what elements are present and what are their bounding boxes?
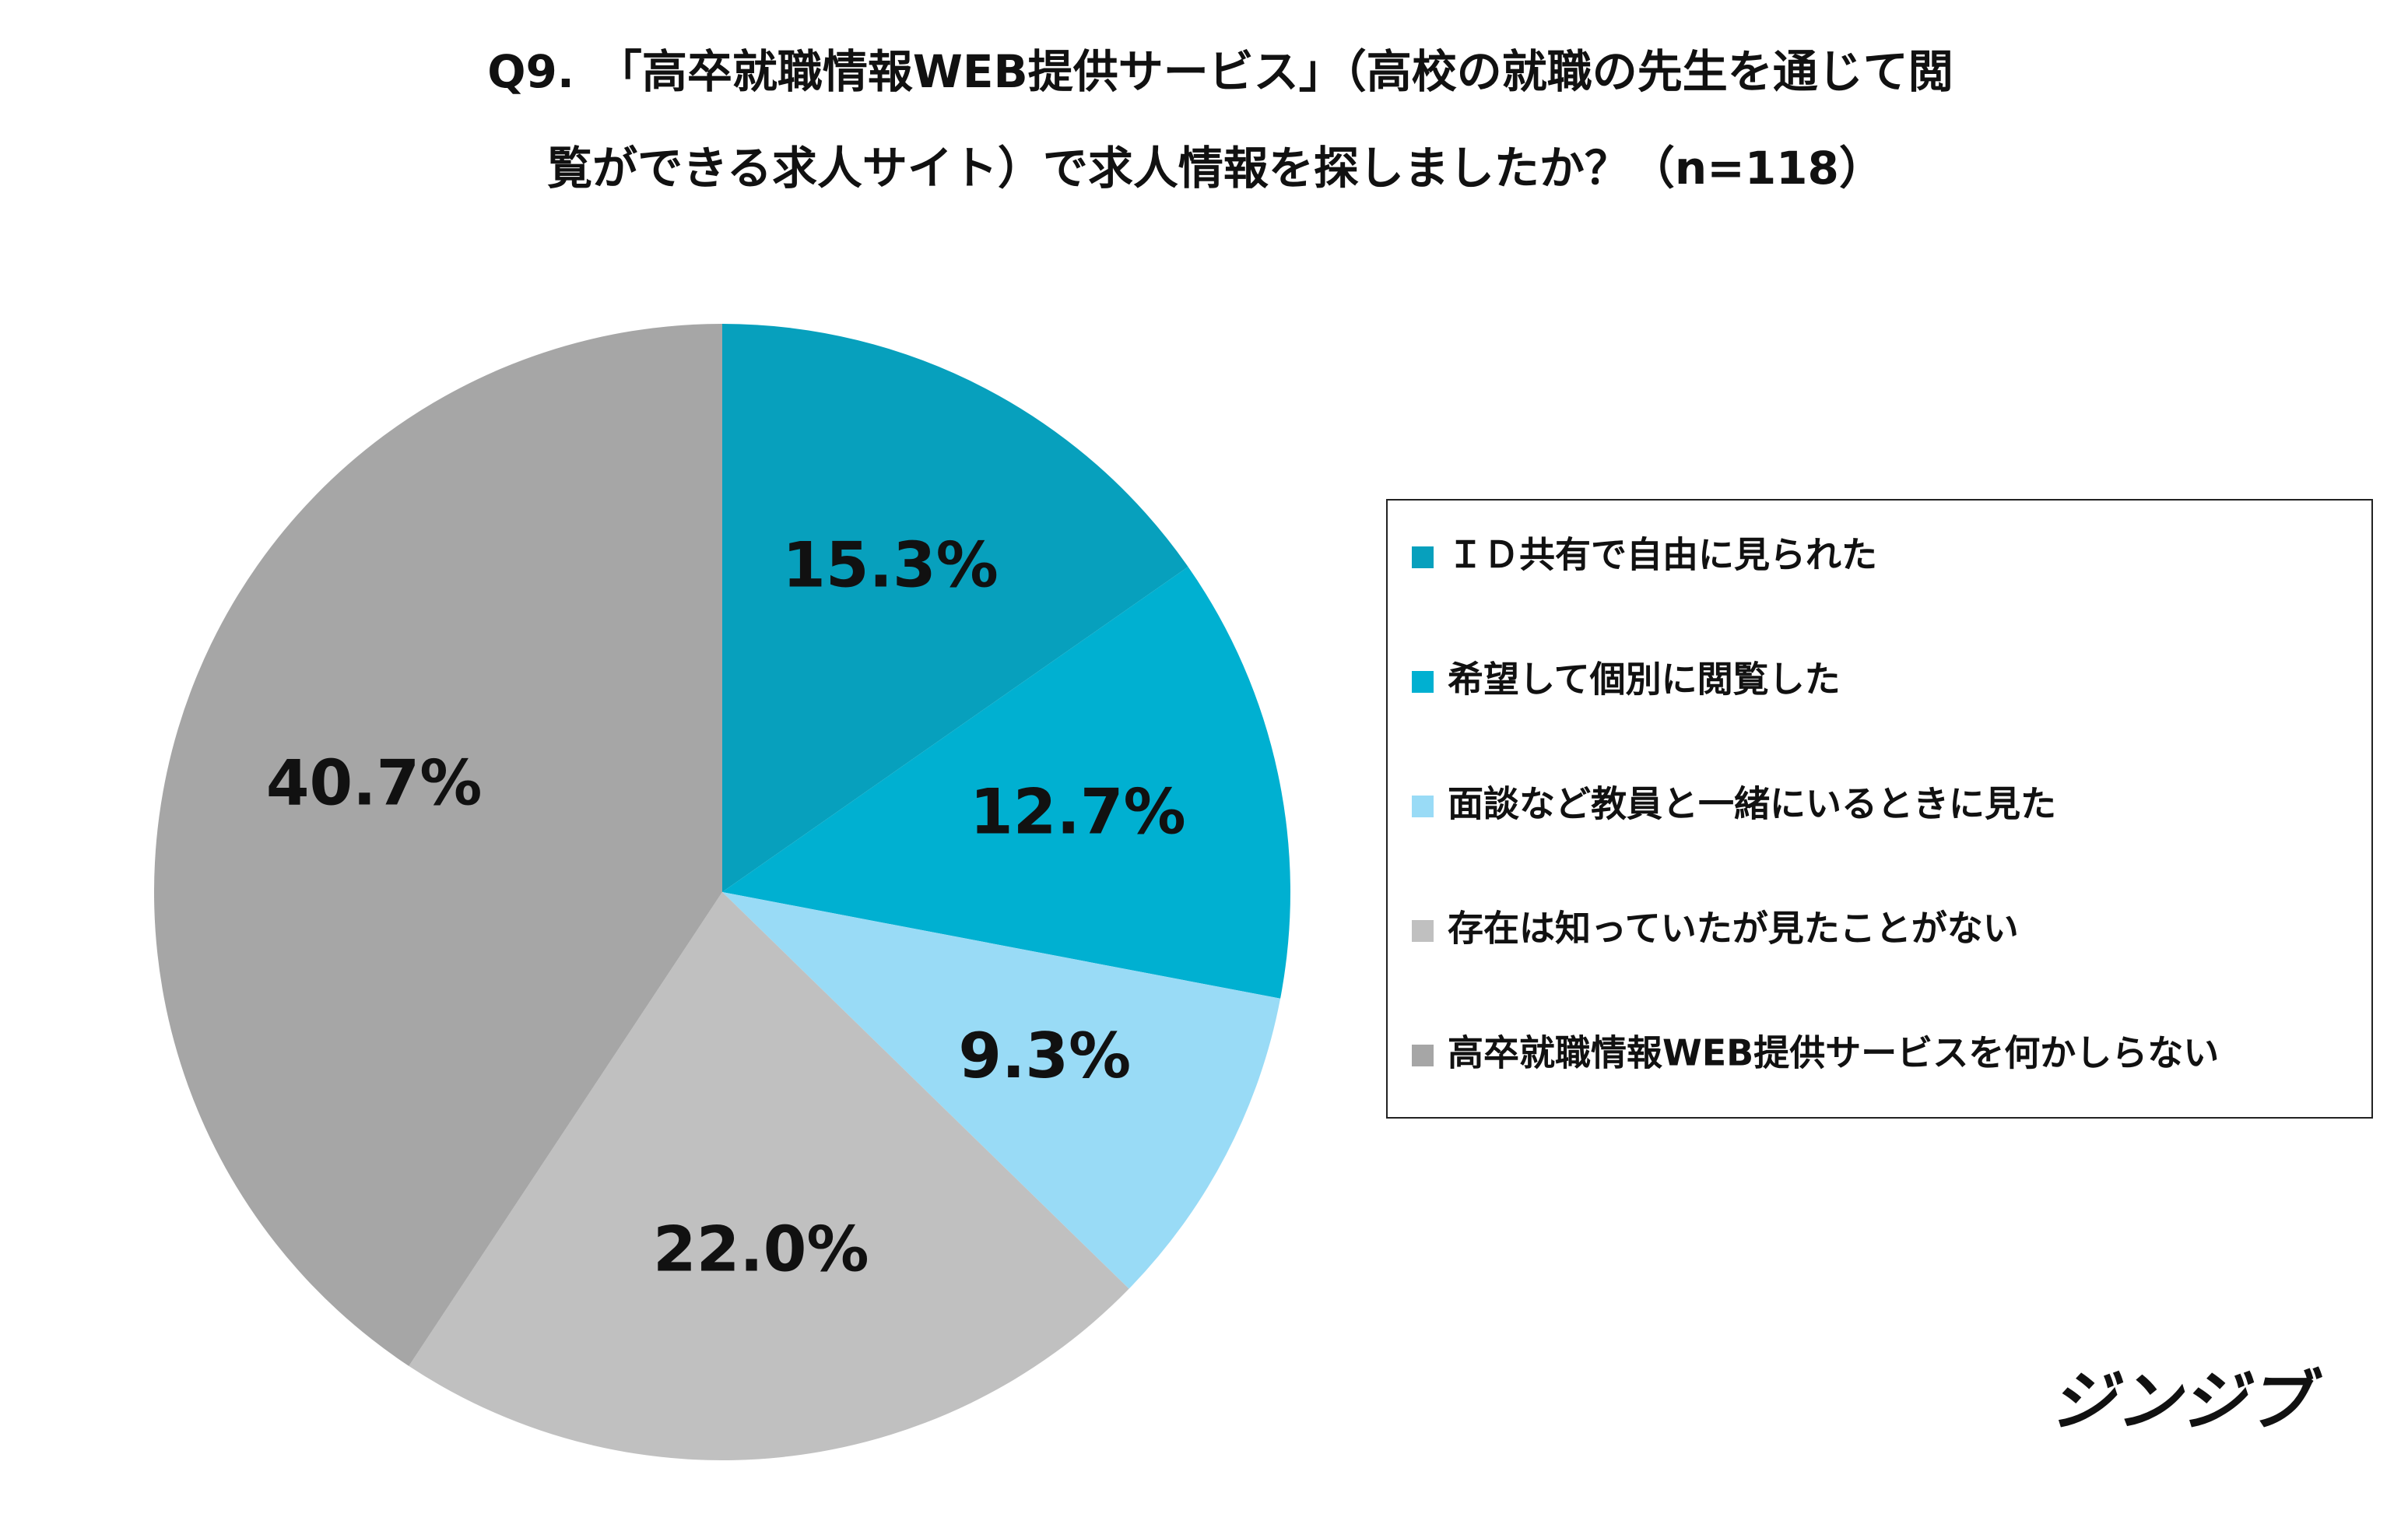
logo: ジンジブ (2050, 1363, 2322, 1439)
legend-label: ＩＤ共有で自由に見られた (1448, 534, 1877, 576)
pie-slice (722, 892, 1281, 1289)
data-label: 9.3% (958, 1020, 1131, 1092)
legend-marker (1412, 671, 1434, 693)
legend-box (1386, 499, 2373, 1119)
data-label: 12.7% (970, 775, 1186, 848)
pie-slice (722, 567, 1291, 999)
pie-slice (409, 892, 1129, 1460)
chart-title: 覧ができる求人サイト）で求人情報を探しましたか？（n=118） (547, 142, 1884, 195)
pie-slice (154, 324, 722, 1366)
legend-marker (1412, 920, 1434, 942)
pie-slice (722, 324, 1188, 892)
legend-label: 面談など教員と一緒にいるときに見た (1448, 783, 2056, 825)
legend-marker (1412, 1045, 1434, 1066)
legend-label: 存在は知っていたが見たことがない (1448, 908, 2019, 950)
legend-marker (1412, 796, 1434, 817)
data-label: 15.3% (782, 529, 999, 602)
legend-label: 希望して個別に閲覧した (1448, 659, 1841, 701)
chart-title: Q9. 「高卒就職情報WEB提供サービス」（高校の就職の先生を通じて閲 (487, 45, 1953, 98)
data-label: 40.7% (266, 746, 483, 819)
data-label: 22.0% (653, 1214, 869, 1286)
legend-label: 高卒就職情報WEB提供サービスを何かしらない (1448, 1032, 2219, 1074)
legend-marker (1412, 546, 1434, 568)
